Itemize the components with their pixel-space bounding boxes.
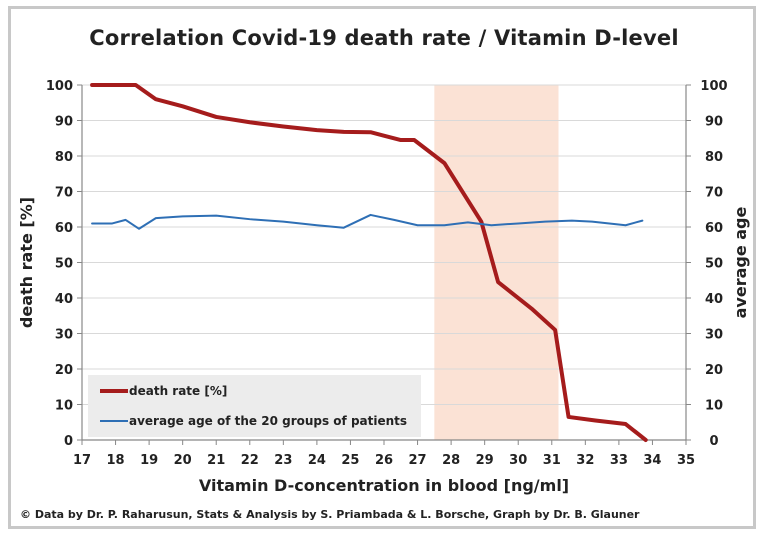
x-tick-label: 34: [643, 453, 661, 468]
x-tick-label: 28: [442, 453, 460, 468]
x-tick-label: 25: [341, 453, 359, 468]
x-tick-label: 33: [610, 453, 628, 468]
legend-label: average age of the 20 groups of patients: [129, 414, 407, 428]
y-tick-label: 70: [55, 186, 73, 201]
x-tick-label: 23: [274, 453, 292, 468]
y-tick-label: 100: [46, 79, 73, 94]
y2-tick-label: 100: [700, 79, 727, 94]
x-tick-label: 17: [73, 453, 91, 468]
death-rate-line: [90, 83, 648, 442]
y2-tick-label: 80: [705, 150, 723, 165]
x-tick-label: 24: [308, 453, 326, 468]
x-tick-label: 22: [241, 453, 259, 468]
y2-tick-label: 60: [705, 221, 723, 236]
x-tick-label: 21: [207, 453, 225, 468]
y-tick-label: 0: [64, 434, 73, 449]
y-tick-label: 50: [55, 257, 73, 272]
y2-tick-label: 0: [709, 434, 718, 449]
x-tick-label: 29: [476, 453, 494, 468]
legend-label: death rate [%]: [129, 384, 227, 398]
x-tick-label: 19: [140, 453, 158, 468]
x-tick-label: 27: [409, 453, 427, 468]
y2-tick-label: 30: [705, 328, 723, 343]
y2-tick-label: 50: [705, 257, 723, 272]
y-tick-label: 40: [55, 292, 73, 307]
y2-tick-label: 20: [705, 363, 723, 378]
y-tick-label: 30: [55, 328, 73, 343]
x-tick-label: 32: [576, 453, 594, 468]
y2-tick-label: 40: [705, 292, 723, 307]
y-tick-label: 90: [55, 115, 73, 130]
y2-tick-label: 70: [705, 186, 723, 201]
y-tick-label: 60: [55, 221, 73, 236]
y2-tick-label: 90: [705, 115, 723, 130]
x-axis-label: Vitamin D-concentration in blood [ng/ml]: [199, 476, 569, 495]
y2-tick-label: 10: [705, 399, 723, 414]
x-tick-label: 20: [174, 453, 192, 468]
y2-axis-label: average age: [731, 206, 750, 318]
x-tick-label: 18: [107, 453, 125, 468]
y-tick-label: 20: [55, 363, 73, 378]
y-tick-label: 10: [55, 399, 73, 414]
x-tick-label: 26: [375, 453, 393, 468]
y-tick-label: 80: [55, 150, 73, 165]
chart-footer-credit: © Data by Dr. P. Raharusun, Stats & Anal…: [20, 508, 640, 521]
average-age-line: [91, 213, 644, 230]
legend-box: [88, 375, 421, 437]
y-axis-label: death rate [%]: [17, 197, 36, 328]
chart-frame: [8, 6, 756, 529]
chart-title: Correlation Covid-19 death rate / Vitami…: [89, 26, 679, 50]
x-tick-label: 31: [543, 453, 561, 468]
x-tick-label: 30: [509, 453, 527, 468]
x-tick-label: 35: [677, 453, 695, 468]
